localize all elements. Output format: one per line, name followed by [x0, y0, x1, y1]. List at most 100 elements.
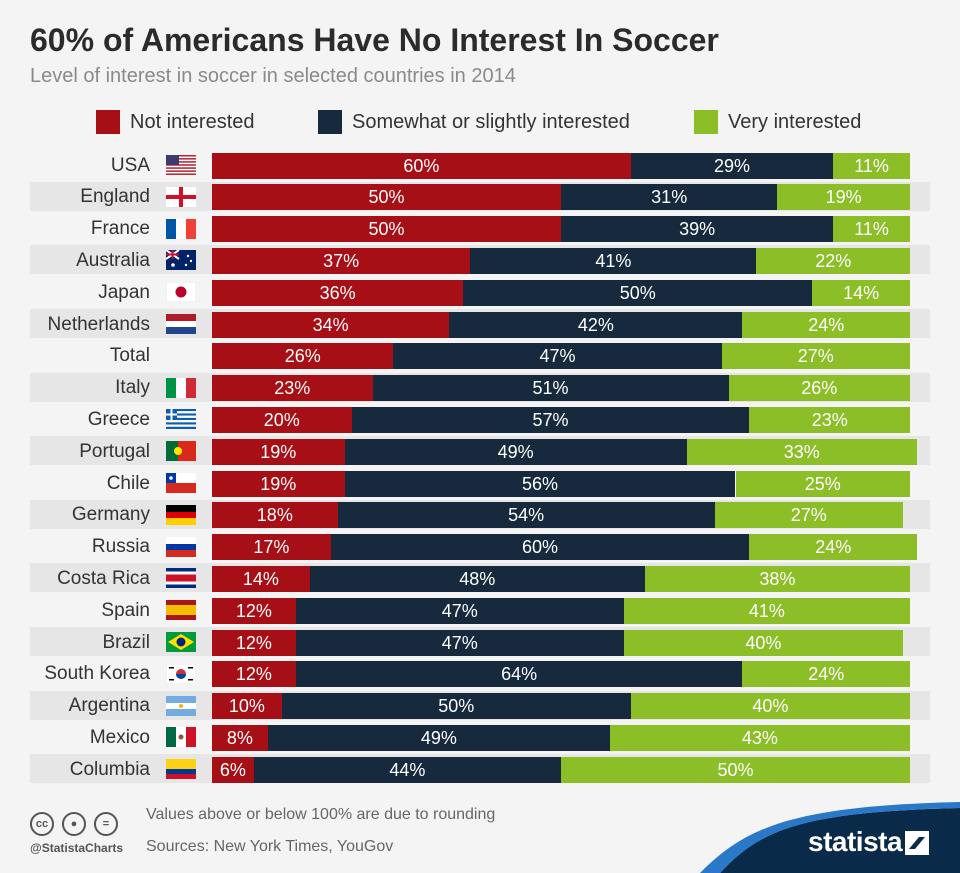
chart-title: 60% of Americans Have No Interest In Soc… — [30, 22, 719, 58]
bar-segment-netherlands-somewhat-or-slightly-interested — [449, 311, 743, 338]
bar-segment-chile-somewhat-or-slightly-interested — [344, 470, 736, 497]
legend-swatch-very — [694, 110, 718, 134]
data-label-portugal-very-interested: 33% — [783, 441, 820, 462]
rounding-note: Values above or below 100% are due to ro… — [146, 806, 496, 823]
bar-segment-brazil-very-interested — [623, 629, 903, 656]
data-label-italy-not-interested: 23% — [274, 378, 311, 399]
bar-segment-italy-very-interested — [728, 375, 910, 402]
category-label-portugal: Portugal — [79, 440, 150, 462]
cc-icon: cc — [30, 812, 54, 836]
category-label-netherlands: Netherlands — [47, 313, 150, 335]
data-label-usa-very-interested: 11% — [854, 155, 889, 176]
data-label-usa-not-interested: 60% — [403, 155, 440, 176]
data-label-germany-very-interested: 27% — [790, 505, 827, 526]
category-label-brazil: Brazil — [102, 631, 150, 653]
bar-segment-columbia-not-interested — [212, 756, 254, 783]
bar-segment-portugal-somewhat-or-slightly-interested — [344, 438, 687, 465]
flag-icon-mexico — [166, 727, 196, 748]
data-label-south-korea-very-interested: 24% — [808, 664, 845, 685]
row-background — [30, 372, 930, 402]
legend-item-not-interested: Not interested — [96, 110, 255, 134]
bar-segment-south-korea-somewhat-or-slightly-interested — [295, 661, 743, 688]
data-label-argentina-not-interested: 10% — [228, 696, 265, 717]
bar-segment-total-very-interested — [721, 343, 910, 370]
flag-icon-russia — [166, 536, 196, 557]
data-label-south-korea-not-interested: 12% — [235, 664, 272, 685]
data-label-greece-very-interested: 23% — [811, 409, 848, 430]
statista-handle: @StatistaCharts — [30, 841, 124, 855]
data-label-total-somewhat-or-slightly-interested: 47% — [539, 346, 576, 367]
flag-icon-argentina — [166, 695, 196, 716]
legend-label-not-interested: Not interested — [130, 110, 255, 133]
data-label-costa-rica-somewhat-or-slightly-interested: 48% — [459, 568, 496, 589]
legend-swatch-not-interested — [96, 110, 120, 134]
flag-icon-spain — [166, 600, 196, 621]
flag-icon-south-korea — [165, 663, 197, 685]
bar-segment-russia-somewhat-or-slightly-interested — [330, 534, 750, 561]
row-background — [30, 690, 930, 720]
flag-icon-england — [166, 186, 196, 207]
bar-segment-england-not-interested — [212, 184, 561, 211]
data-label-costa-rica-not-interested: 14% — [242, 568, 279, 589]
data-label-germany-not-interested: 18% — [256, 505, 293, 526]
bar-segment-france-somewhat-or-slightly-interested — [561, 216, 834, 243]
data-label-south-korea-somewhat-or-slightly-interested: 64% — [501, 664, 538, 685]
data-label-england-very-interested: 19% — [825, 187, 862, 208]
flag-icon-portugal — [166, 441, 196, 462]
data-label-columbia-not-interested: 6% — [219, 759, 246, 780]
data-label-italy-somewhat-or-slightly-interested: 51% — [532, 378, 569, 399]
category-label-columbia: Columbia — [69, 758, 150, 780]
bar-segment-australia-very-interested — [756, 247, 910, 274]
category-label-russia: Russia — [91, 536, 150, 558]
bar-segment-usa-very-interested — [833, 152, 910, 179]
bar-segment-usa-somewhat-or-slightly-interested — [630, 152, 834, 179]
bar-segment-mexico-somewhat-or-slightly-interested — [267, 724, 610, 751]
bar-segment-spain-very-interested — [623, 597, 910, 624]
attribution-icon: ● — [62, 812, 86, 836]
bar-segment-usa-not-interested — [212, 152, 631, 179]
bar-segment-brazil-not-interested — [212, 629, 296, 656]
bar-segment-germany-somewhat-or-slightly-interested — [337, 502, 715, 529]
bar-segment-chile-not-interested — [212, 470, 345, 497]
bar-segment-greece-very-interested — [749, 406, 910, 433]
flag-icon-columbia — [166, 759, 196, 780]
flag-icon-germany — [166, 504, 196, 525]
row-background — [30, 499, 930, 529]
legend-item-somewhat: Somewhat or slightly interested — [318, 110, 630, 134]
category-label-france: France — [90, 218, 150, 240]
data-label-total-not-interested: 26% — [284, 346, 321, 367]
data-label-russia-somewhat-or-slightly-interested: 60% — [522, 537, 559, 558]
data-label-australia-not-interested: 37% — [323, 250, 360, 271]
data-label-spain-very-interested: 41% — [748, 600, 785, 621]
category-label-spain: Spain — [101, 599, 150, 621]
flag-icon-australia — [165, 249, 196, 271]
data-label-france-not-interested: 50% — [368, 219, 405, 240]
data-label-portugal-not-interested: 19% — [260, 441, 297, 462]
bar-segment-germany-not-interested — [212, 502, 338, 529]
data-label-mexico-not-interested: 8% — [226, 727, 253, 748]
data-label-japan-somewhat-or-slightly-interested: 50% — [619, 282, 656, 303]
sources: Sources: New York Times, YouGov — [146, 838, 394, 855]
bar-segment-argentina-not-interested — [212, 693, 282, 720]
bar-segment-australia-somewhat-or-slightly-interested — [470, 247, 757, 274]
data-label-mexico-very-interested: 43% — [741, 727, 778, 748]
bar-segment-columbia-somewhat-or-slightly-interested — [253, 756, 561, 783]
data-label-netherlands-somewhat-or-slightly-interested: 42% — [577, 314, 614, 335]
flag-icon-brazil — [166, 632, 196, 652]
bar-segment-greece-not-interested — [212, 406, 352, 433]
bar-segment-mexico-not-interested — [212, 724, 268, 751]
category-label-england: England — [80, 186, 150, 208]
flag-icon-usa — [166, 155, 196, 175]
flag-icon-japan — [165, 281, 197, 303]
bar-segment-brazil-somewhat-or-slightly-interested — [295, 629, 624, 656]
data-label-spain-somewhat-or-slightly-interested: 47% — [441, 600, 478, 621]
data-label-greece-not-interested: 20% — [263, 409, 300, 430]
category-label-italy: Italy — [115, 377, 150, 399]
bar-segment-france-not-interested — [212, 216, 561, 243]
data-label-spain-not-interested: 12% — [235, 600, 272, 621]
category-label-argentina: Argentina — [68, 695, 150, 717]
data-label-greece-somewhat-or-slightly-interested: 57% — [532, 409, 569, 430]
row-background — [30, 436, 930, 466]
bar-segment-netherlands-very-interested — [742, 311, 910, 338]
data-label-portugal-somewhat-or-slightly-interested: 49% — [497, 441, 534, 462]
